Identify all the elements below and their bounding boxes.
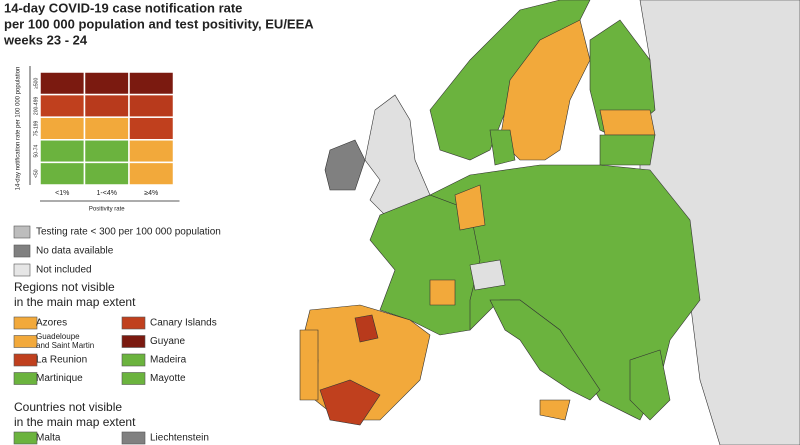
legend-label: Testing rate < 300 per 100 000 populatio… [36, 227, 221, 238]
title-line: per 100 000 population and test positivi… [4, 16, 314, 31]
region-label: Guadeloupe [36, 332, 80, 341]
region-label: and Saint Martin [36, 341, 94, 350]
region-swatch [121, 372, 146, 385]
section-heading: Regions not visible [14, 280, 115, 294]
region-swatch [121, 431, 146, 445]
region-swatch [13, 335, 38, 348]
region-label: Martinique [36, 373, 83, 384]
france-region [429, 279, 456, 306]
legend-label: No data available [36, 246, 114, 257]
region-swatch [13, 316, 38, 330]
legend-panel: 14-day COVID-19 case notification ratepe… [3, 0, 314, 445]
latvia-lithuania [599, 134, 656, 166]
section-heading: in the main map extent [14, 295, 136, 309]
region-label: Liechtenstein [150, 433, 209, 444]
estonia [599, 109, 656, 136]
section-heading: Countries not visible [14, 400, 122, 414]
andalusia [319, 379, 381, 426]
matrix-cell [83, 139, 130, 164]
matrix-cell [128, 139, 175, 164]
region-label: Madeira [150, 355, 187, 366]
section-heading: in the main map extent [14, 415, 136, 429]
region-label: La Reunion [36, 355, 87, 366]
region-label: Mayotte [150, 373, 186, 384]
region-label: Azores [36, 318, 67, 329]
denmark [489, 129, 516, 166]
region-label: Malta [36, 433, 61, 444]
spain-north [354, 314, 379, 343]
column-label: ≥4% [144, 190, 158, 197]
region-swatch [121, 335, 146, 348]
legend-label: Not included [36, 265, 92, 276]
matrix-cell [128, 116, 175, 141]
sweden [499, 19, 591, 161]
row-label: ≥500 [33, 78, 39, 89]
matrix-cell [128, 93, 175, 118]
matrix-cell [39, 71, 86, 96]
map [299, 0, 800, 445]
x-axis-label: Positivity rate [89, 207, 125, 213]
portugal [299, 329, 319, 401]
region-swatch [13, 372, 38, 385]
matrix-cell [39, 93, 86, 118]
region-label: Canary Islands [150, 318, 217, 329]
region-swatch [121, 316, 146, 330]
legend-swatch [13, 263, 31, 277]
matrix-cell [39, 116, 86, 141]
matrix-cell [39, 139, 86, 164]
y-axis-label: 14-day notification rate per 100 000 pop… [16, 67, 22, 191]
greece [629, 349, 671, 421]
matrix-cell [83, 71, 130, 96]
region-swatch [13, 431, 38, 445]
region-swatch [13, 353, 38, 367]
region-label: Guyane [150, 336, 185, 347]
row-label: 200-499 [33, 97, 39, 116]
matrix-cell [128, 71, 175, 96]
row-label: <50 [33, 169, 39, 178]
switzerland [469, 259, 506, 291]
region-swatch [121, 353, 146, 367]
matrix-cell [39, 161, 86, 186]
row-label: 50-74 [33, 144, 39, 157]
sicily [539, 399, 571, 421]
matrix-cell [128, 161, 175, 186]
matrix-cell [83, 161, 130, 186]
matrix-cell [83, 116, 130, 141]
row-label: 75-199 [33, 121, 39, 137]
benelux [454, 184, 486, 231]
column-label: <1% [55, 190, 69, 197]
ireland [324, 139, 366, 191]
legend-swatch [13, 244, 31, 258]
italy [489, 299, 601, 401]
matrix-cell [83, 93, 130, 118]
legend-swatch [13, 225, 31, 239]
column-label: 1-<4% [97, 190, 117, 197]
title-line: 14-day COVID-19 case notification rate [4, 0, 242, 15]
title-line: weeks 23 - 24 [3, 32, 88, 47]
